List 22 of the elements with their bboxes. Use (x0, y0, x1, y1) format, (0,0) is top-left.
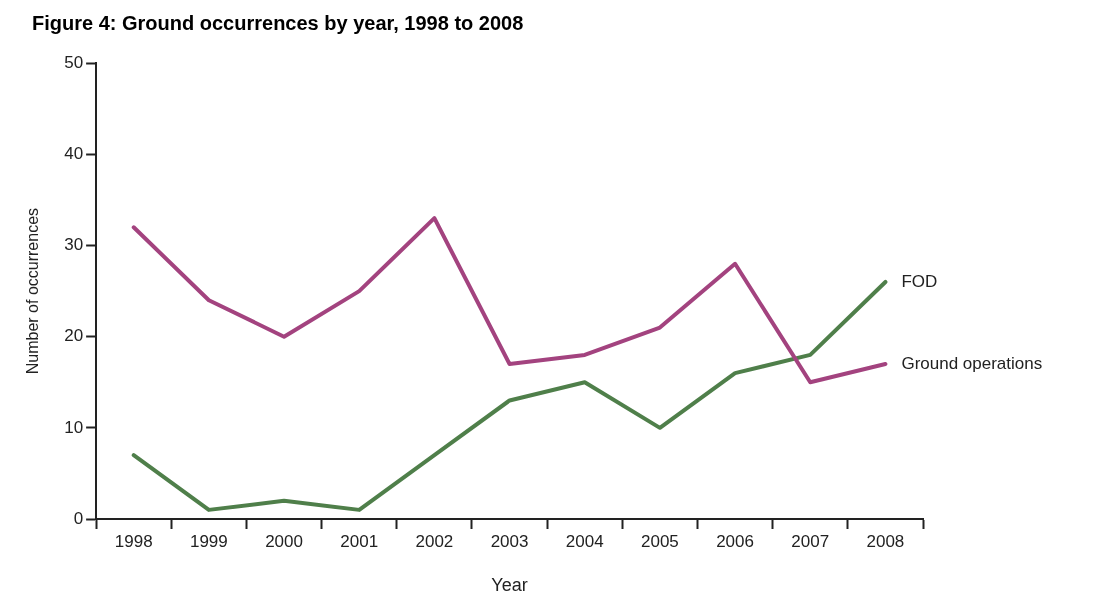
y-tick-label: 40 (64, 144, 84, 164)
x-tick-label: 2003 (490, 531, 529, 551)
y-tick-label: 0 (73, 508, 84, 528)
x-tick-label: 2000 (265, 531, 303, 551)
x-tick-label: 2001 (340, 531, 379, 551)
y-tick-label: 50 (64, 52, 84, 72)
x-tick-label: 1999 (189, 531, 228, 551)
x-tick-label: 2005 (640, 531, 679, 551)
series-label: Ground operations (901, 353, 1043, 373)
x-tick-label: 2007 (791, 531, 830, 551)
x-tick-label: 2002 (415, 531, 454, 551)
x-axis-title: Year (491, 575, 528, 596)
x-tick-label: 1998 (114, 531, 153, 551)
y-axis-title: Number of occurrences (24, 207, 42, 375)
x-tick-label: 2006 (716, 531, 754, 551)
y-tick-label: 10 (64, 417, 84, 437)
chart-title: Figure 4: Ground occurrences by year, 1998 to 2008 (32, 12, 524, 35)
y-tick-label: 20 (64, 326, 84, 346)
x-tick-label: 2004 (565, 531, 604, 551)
y-tick-label: 30 (64, 235, 84, 255)
series-label: FOD (901, 271, 938, 291)
x-tick-label: 2008 (866, 531, 905, 551)
